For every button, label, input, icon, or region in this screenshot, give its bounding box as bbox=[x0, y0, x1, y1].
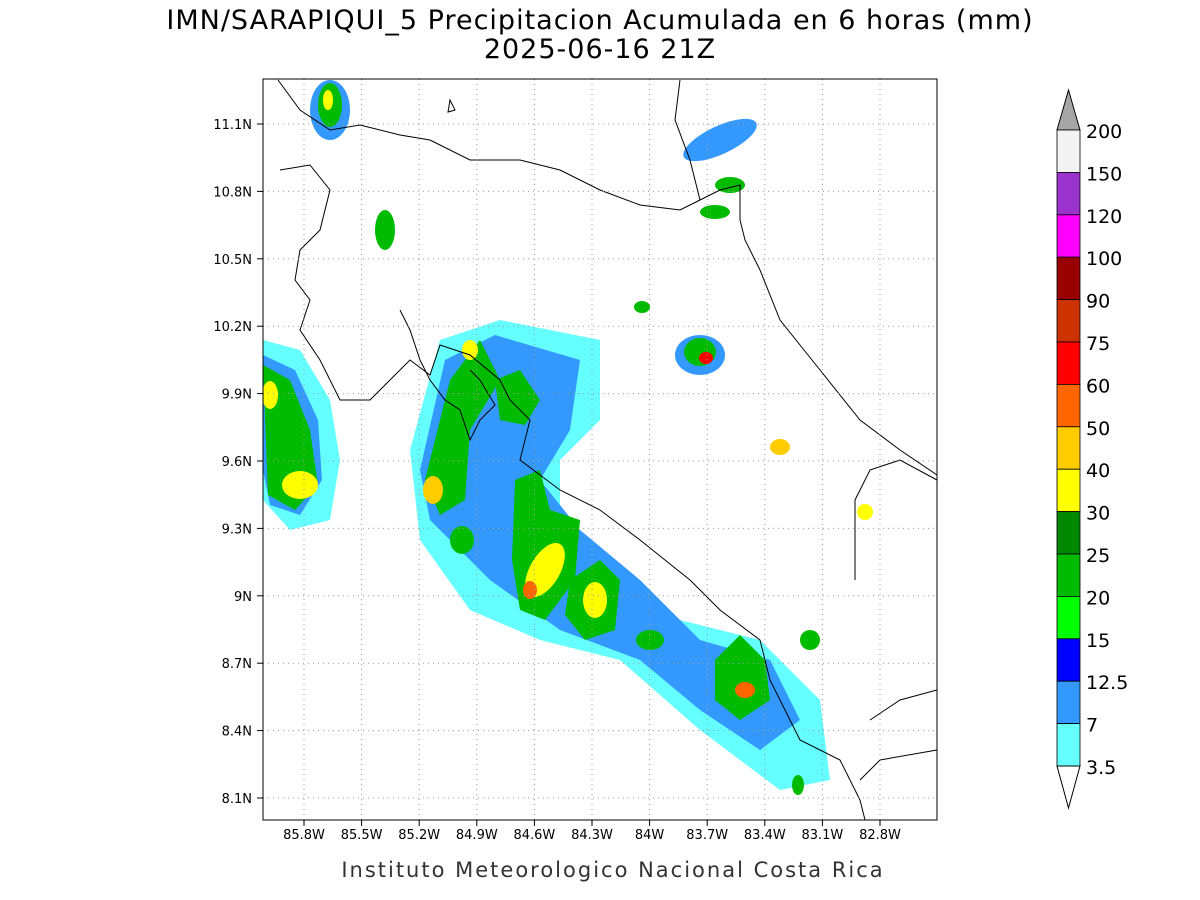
colorbar-label: 7 bbox=[1086, 715, 1098, 737]
lat-label: 9.6N bbox=[222, 455, 252, 470]
lat-label: 9.9N bbox=[222, 388, 252, 403]
colorbar-label: 30 bbox=[1086, 503, 1110, 525]
colorbar-box bbox=[1056, 426, 1081, 470]
colorbar-label: 20 bbox=[1086, 587, 1110, 609]
lon-label: 85.5W bbox=[341, 828, 383, 843]
colorbar-box bbox=[1056, 299, 1081, 343]
colorbar-label: 15 bbox=[1086, 630, 1110, 652]
colorbar-label: 200 bbox=[1086, 121, 1122, 143]
lat-label: 11.1N bbox=[213, 118, 252, 133]
colorbar-box bbox=[1056, 511, 1081, 555]
lon-label: 83.4W bbox=[744, 828, 786, 843]
colorbar-label: 60 bbox=[1086, 375, 1110, 397]
map-frame bbox=[262, 78, 938, 821]
lon-label: 82.8W bbox=[859, 828, 901, 843]
colorbar-label: 40 bbox=[1086, 460, 1110, 482]
colorbar-box bbox=[1056, 341, 1081, 385]
colorbar-label: 75 bbox=[1086, 333, 1110, 355]
colorbar-box bbox=[1056, 723, 1081, 767]
precipitation-field bbox=[263, 79, 937, 820]
lat-label: 8.4N bbox=[222, 725, 252, 740]
subtitle: 2025-06-16 21Z bbox=[484, 34, 716, 65]
colorbar-label: 50 bbox=[1086, 418, 1110, 440]
lon-label: 83.1W bbox=[801, 828, 843, 843]
title: IMN/SARAPIQUI_5 Precipitacion Acumulada … bbox=[166, 5, 1033, 36]
colorbar-box bbox=[1056, 171, 1081, 216]
footer: Instituto Meteorologico Nacional Costa R… bbox=[341, 858, 884, 882]
colorbar-label: 150 bbox=[1086, 163, 1122, 185]
lat-label: 10.2N bbox=[213, 320, 252, 335]
lat-label: 8.1N bbox=[222, 792, 252, 807]
lat-label: 10.8N bbox=[213, 185, 252, 200]
colorbar-box bbox=[1056, 468, 1081, 513]
colorbar-box bbox=[1056, 680, 1081, 725]
colorbar-box bbox=[1056, 214, 1081, 258]
lon-label: 83.7W bbox=[686, 828, 728, 843]
lat-label: 9.3N bbox=[222, 522, 252, 537]
colorbar-label: 25 bbox=[1086, 545, 1110, 567]
colorbar-label: 3.5 bbox=[1086, 757, 1116, 779]
lon-label: 85.8W bbox=[283, 828, 325, 843]
colorbar-label: 12.5 bbox=[1086, 672, 1128, 694]
colorbar: 200 150 120 100 90 75 60 50 40 30 25 20 15 12.5 7 3.5 bbox=[1056, 88, 1128, 810]
colorbar-box bbox=[1056, 129, 1081, 173]
colorbar-box bbox=[1056, 383, 1081, 428]
colorbar-label: 120 bbox=[1086, 206, 1122, 228]
lat-label: 10.5N bbox=[213, 253, 252, 268]
lat-label: 8.7N bbox=[222, 657, 252, 672]
colorbar-box bbox=[1056, 596, 1081, 640]
lat-label: 9N bbox=[234, 590, 252, 605]
colorbar-label: 100 bbox=[1086, 248, 1122, 270]
lon-label: 84.6W bbox=[513, 828, 555, 843]
lon-label: 85.2W bbox=[398, 828, 440, 843]
map: 11.1N 10.8N 10.5N 10.2N 9.9N 9.6N 9.3N 9N 8.7N 8.… bbox=[213, 78, 938, 843]
colorbar-under bbox=[1056, 765, 1081, 810]
lon-label: 84.9W bbox=[456, 828, 498, 843]
colorbar-box bbox=[1056, 553, 1081, 597]
colorbar-box bbox=[1056, 256, 1081, 301]
lon-label: 84.3W bbox=[571, 828, 613, 843]
colorbar-box bbox=[1056, 638, 1081, 682]
colorbar-over bbox=[1056, 88, 1081, 131]
lon-label: 84W bbox=[635, 828, 665, 843]
colorbar-label: 90 bbox=[1086, 291, 1110, 313]
